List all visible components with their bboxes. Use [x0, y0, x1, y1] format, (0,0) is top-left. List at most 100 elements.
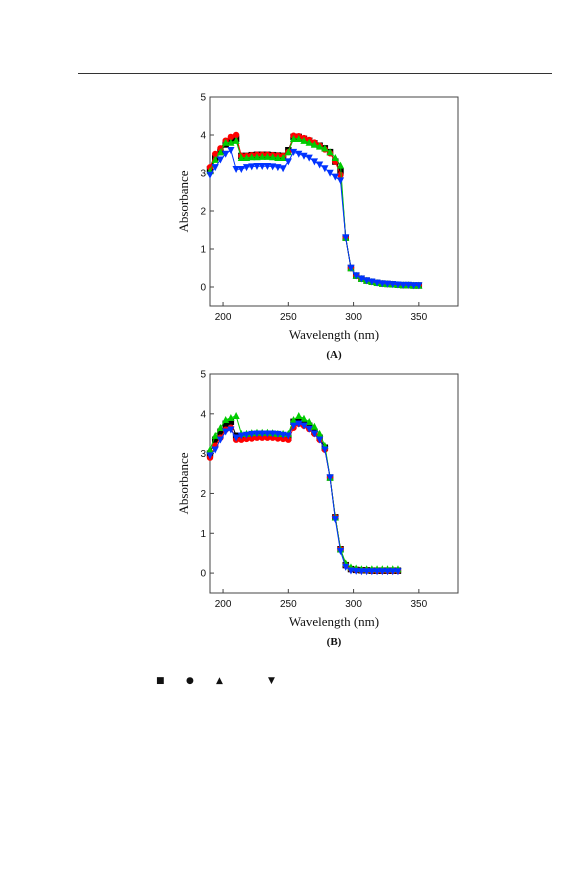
data-point-triangle-down — [363, 277, 371, 285]
data-point-triangle-up — [211, 431, 219, 439]
data-point-circle — [248, 435, 255, 442]
data-point-triangle-down — [352, 272, 360, 280]
data-point-triangle-up — [274, 154, 282, 161]
y-axis-label: Absorbance — [176, 452, 191, 514]
data-point-circle — [232, 131, 240, 139]
marker-legend: ■ ● ▲ ▼ — [150, 674, 450, 694]
x-tick-label: 350 — [410, 599, 427, 610]
data-point-triangle-down — [321, 165, 329, 173]
chart-b-svg: 0 1 2 3 4 5 200 250 300 350 Wavelength (nm) Absorba… — [176, 370, 459, 648]
data-point-triangle-up — [269, 153, 277, 161]
y-tick-label: 0 — [200, 569, 206, 580]
data-point-triangle-down — [237, 166, 245, 173]
x-tick-label: 350 — [410, 312, 427, 323]
x-axis-label: Wavelength (nm) — [289, 327, 379, 342]
data-point-triangle-up — [289, 135, 298, 142]
absorbance-chart-a: 0 1 2 3 4 5 200 250 300 350 Wavelength (nm) Absorba… — [176, 86, 459, 374]
data-point-triangle-down — [295, 150, 303, 158]
data-point-triangle-down — [357, 275, 366, 283]
data-point-triangle-up — [321, 144, 329, 152]
y-tick-label: 2 — [200, 207, 206, 218]
data-point-triangle-up — [316, 429, 324, 437]
data-point-triangle-down — [410, 282, 418, 290]
data-point-triangle-up — [227, 138, 235, 146]
data-point-triangle-down — [347, 567, 355, 575]
data-point-triangle-up — [258, 152, 266, 160]
data-point-triangle-up — [316, 142, 324, 150]
data-point-triangle-down — [310, 158, 319, 166]
data-point-triangle-down — [336, 177, 345, 185]
y-tick-label: 1 — [200, 245, 206, 256]
data-point-triangle-down — [211, 164, 219, 172]
data-point-triangle-down — [404, 281, 412, 289]
data-point-circle — [337, 171, 344, 179]
y-tick-label: 5 — [200, 93, 206, 104]
data-point-triangle-down — [373, 279, 381, 287]
data-point-triangle-down — [305, 425, 313, 433]
data-point-circle — [243, 435, 250, 443]
data-point-triangle-down — [389, 281, 397, 289]
data-point-circle — [264, 434, 271, 441]
legend-circle-icon: ● — [186, 676, 194, 686]
data-point-triangle-down — [253, 162, 261, 170]
data-point-triangle-down — [331, 173, 339, 181]
y-tick-label: 4 — [200, 409, 206, 420]
data-point-triangle-down — [263, 162, 272, 170]
data-point-circle — [279, 435, 287, 443]
data-point-triangle-down — [227, 147, 235, 154]
data-point-triangle-up — [222, 415, 230, 423]
data-point-triangle-down — [237, 432, 245, 440]
data-point-triangle-down — [305, 154, 313, 162]
data-point-triangle-down — [258, 162, 266, 170]
data-point-triangle-up — [310, 140, 319, 148]
legend-triangle-up-icon: ▲ — [216, 676, 223, 686]
y-tick-label: 0 — [200, 283, 206, 294]
data-point-triangle-down — [232, 434, 240, 442]
data-point-triangle-down — [279, 165, 287, 173]
x-tick-label: 300 — [345, 312, 362, 323]
data-point-triangle-up — [284, 148, 292, 156]
data-point-triangle-down — [321, 446, 329, 454]
data-point-triangle-up — [305, 138, 313, 146]
data-point-triangle-up — [289, 415, 298, 423]
data-point-triangle-up — [216, 423, 225, 431]
plot-frame — [209, 373, 459, 594]
data-point-triangle-down — [274, 164, 282, 172]
series-triangle-down — [206, 147, 423, 290]
data-point-triangle-down — [342, 563, 350, 571]
panel-label: (A) — [326, 349, 342, 361]
data-point-triangle-down — [394, 568, 402, 576]
data-point-triangle-down — [216, 156, 225, 164]
data-point-triangle-up — [237, 154, 245, 161]
data-point-circle — [285, 436, 292, 443]
data-point-triangle-down — [342, 234, 350, 242]
data-point-triangle-down — [269, 163, 277, 171]
data-point-triangle-down — [300, 422, 308, 430]
data-point-triangle-down — [378, 568, 386, 576]
legend-square-icon: ■ — [156, 676, 165, 686]
data-point-triangle-up — [326, 148, 334, 156]
data-point-triangle-down — [394, 281, 402, 289]
data-point-triangle-up — [232, 136, 240, 144]
data-point-triangle-down — [216, 436, 225, 444]
data-point-triangle-up — [216, 148, 225, 156]
data-point-triangle-up — [336, 161, 345, 169]
data-point-triangle-down — [222, 150, 230, 158]
y-tick-label: 5 — [200, 370, 206, 381]
data-point-triangle-down — [373, 568, 381, 576]
x-tick-label: 250 — [280, 312, 297, 323]
data-point-triangle-up — [211, 155, 219, 163]
data-point-triangle-down — [211, 446, 219, 454]
data-point-triangle-up — [300, 136, 308, 144]
data-point-triangle-up — [222, 138, 230, 146]
data-point-triangle-down — [227, 426, 235, 434]
data-point-triangle-down — [368, 568, 376, 576]
data-point-triangle-down — [378, 280, 386, 288]
y-tick-label: 3 — [200, 169, 206, 180]
data-point-triangle-up — [300, 414, 308, 422]
data-point-triangle-down — [363, 568, 371, 576]
data-point-triangle-down — [310, 430, 319, 438]
data-point-triangle-up — [295, 412, 303, 420]
data-point-triangle-down — [331, 516, 339, 524]
data-point-triangle-down — [300, 152, 308, 160]
